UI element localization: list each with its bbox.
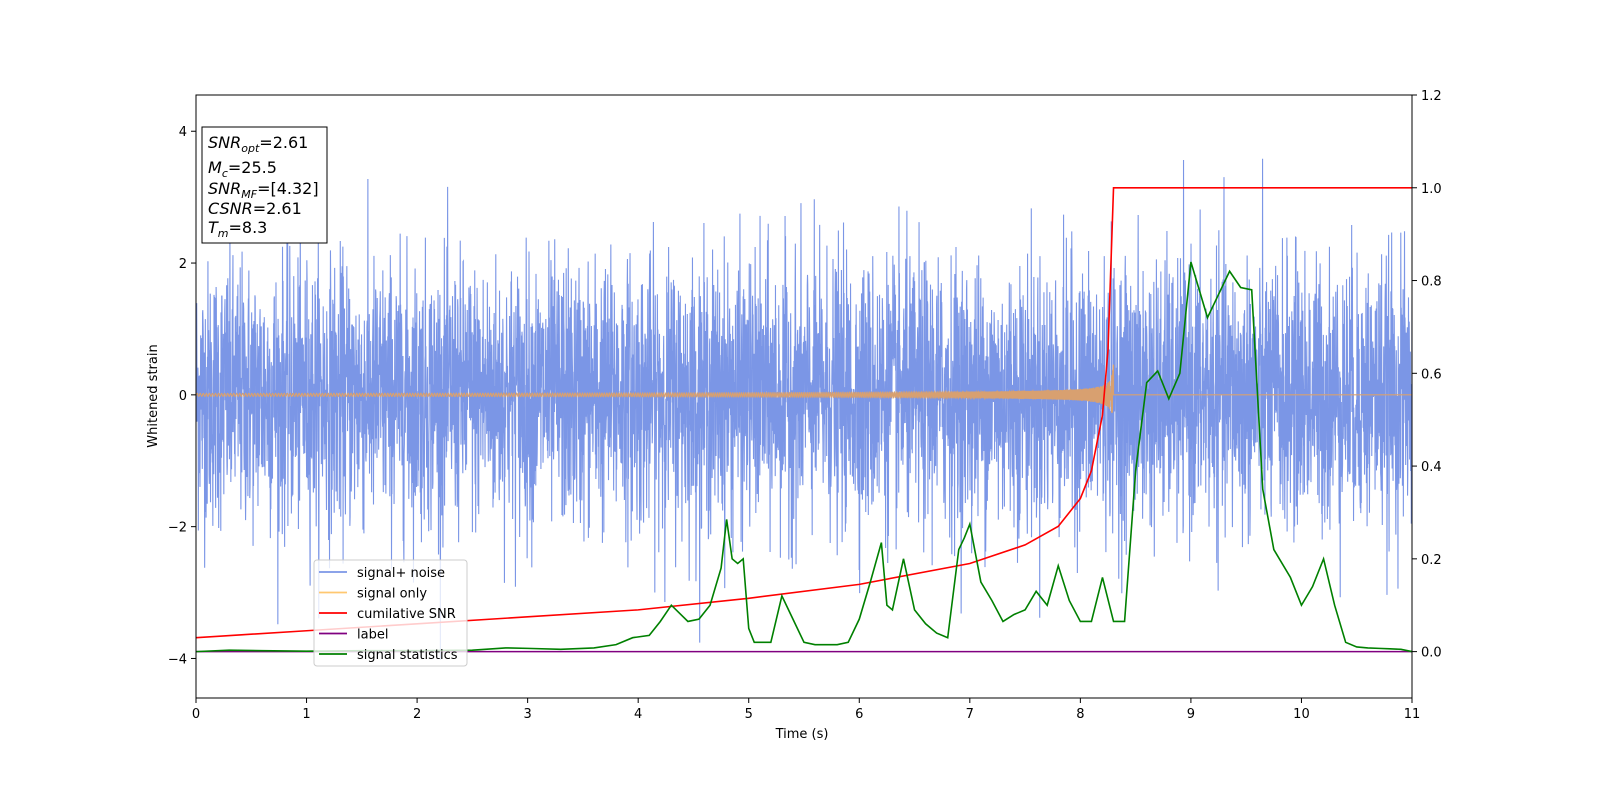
x-tick-label: 10 xyxy=(1293,707,1310,722)
legend-frame xyxy=(313,559,468,667)
annotation-line: SNRMF=[4.32] xyxy=(208,179,319,201)
legend-entry: label xyxy=(357,628,388,643)
x-tick-label: 1 xyxy=(302,707,310,722)
y-tick-label: 4 xyxy=(179,125,187,140)
y-tick-label: −4 xyxy=(168,652,187,667)
annotation-line: Tm=8.3 xyxy=(208,218,267,240)
x-tick-label: 2 xyxy=(413,707,421,722)
legend-entry: signal+ noise xyxy=(357,566,445,581)
x-tick-label: 9 xyxy=(1187,707,1195,722)
series-cumulative-snr xyxy=(196,186,1412,639)
y2-tick-label: 0.6 xyxy=(1421,367,1442,382)
y2-tick-label: 0.4 xyxy=(1421,460,1442,475)
y2-tick-label: 0.8 xyxy=(1421,275,1442,290)
x-tick-label: 8 xyxy=(1076,707,1084,722)
y2-tick-label: 1.2 xyxy=(1421,89,1442,104)
y2-tick-label: 1.0 xyxy=(1421,182,1442,197)
legend-entry: cumilative SNR xyxy=(357,607,456,622)
x-tick-label: 3 xyxy=(523,707,531,722)
plot-frame xyxy=(195,94,1413,699)
x-tick-label: 11 xyxy=(1404,707,1421,722)
x-tick-label: 5 xyxy=(745,707,753,722)
ticks-layer: 0 1 2 3 4 5 6 7 8 9 10 11 −4 −2 0 2 4 0.0 0.2 0.4 0.6 0.8 1.0 1… xyxy=(168,89,1442,722)
y-tick-label: 2 xyxy=(179,257,187,272)
legend: signal+ noise signal only cumilative SNR la… xyxy=(313,559,468,667)
annotation-frame xyxy=(201,126,328,244)
series-signal-only xyxy=(196,364,1412,413)
series-signal-statistics xyxy=(196,261,1412,653)
y2-tick-label: 0.0 xyxy=(1421,646,1442,661)
x-axis-label: Time (s) xyxy=(775,727,829,742)
y-tick-label: 0 xyxy=(179,389,187,404)
legend-entry: signal only xyxy=(357,587,427,602)
y2-tick-label: 0.2 xyxy=(1421,553,1442,568)
annotation-line: CSNR=2.61 xyxy=(208,199,302,218)
annotation-line: Mc=25.5 xyxy=(208,158,277,180)
x-tick-label: 0 xyxy=(192,707,200,722)
y-tick-label: −2 xyxy=(168,521,187,536)
x-tick-label: 6 xyxy=(855,707,863,722)
annotation-line: SNRopt=2.61 xyxy=(208,133,308,155)
x-tick-label: 4 xyxy=(634,707,642,722)
y-axis-label: Whitened strain xyxy=(146,344,161,447)
series-signal-noise xyxy=(196,158,1412,660)
annotation-box: SNRopt=2.61 Mc=25.5SNRMF=[4.32]CSNR=2.61T… xyxy=(201,126,328,244)
x-tick-label: 7 xyxy=(966,707,974,722)
legend-entry: signal statistics xyxy=(357,648,458,663)
